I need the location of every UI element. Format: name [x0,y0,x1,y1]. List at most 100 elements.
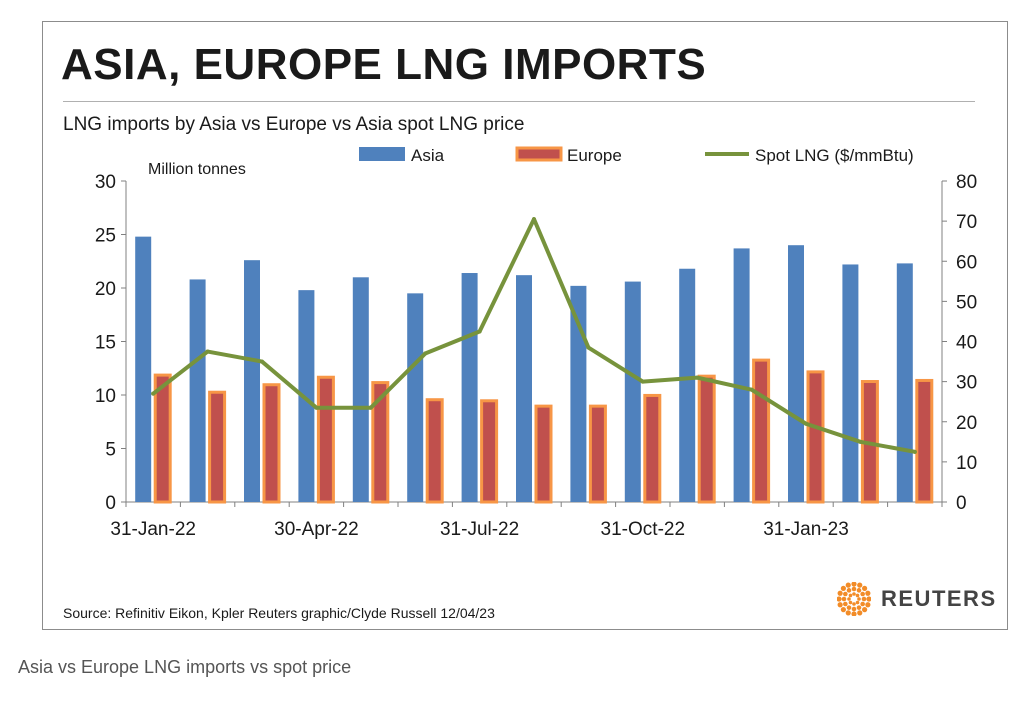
y-tick-label-right: 20 [956,413,977,434]
bar-asia [679,268,696,502]
point-spot-lng [586,345,591,350]
reuters-logo-icon [837,582,871,616]
bar-europe [480,399,499,504]
logo-dot [843,591,848,597]
bar-europe [806,370,825,504]
y-tick-label-left: 0 [105,493,116,514]
x-tick-label: 31-Jan-22 [110,519,196,540]
point-spot-lng [423,351,428,356]
logo-dot [846,605,852,610]
reuters-logo: REUTERS [837,582,997,616]
logo-dot [860,601,865,607]
legend-label-spot: Spot LNG ($/mmBtu) [755,146,914,165]
bar-asia [570,285,587,502]
logo-dot [851,606,857,612]
bar-asia [516,275,532,502]
y-tick-label-left: 20 [95,279,116,300]
logo-dot [840,585,846,591]
logo-dot [845,582,851,588]
legend-swatch-asia [359,147,405,161]
bar-asia [896,263,913,502]
y-tick-label-right: 40 [956,333,977,354]
bar-europe [208,390,227,504]
point-spot-lng [912,449,917,454]
point-spot-lng [477,329,482,334]
point-spot-lng [804,421,808,426]
logo-dot [846,588,852,593]
bar-asia [244,260,260,502]
image-caption: Asia vs Europe LNG imports vs spot price [18,657,352,677]
logo-dot [855,600,860,605]
y-tick-label-right: 80 [956,172,977,193]
point-spot-lng [151,391,156,396]
y-tick-label-left: 30 [95,172,116,193]
bar-asia [624,281,641,502]
bar-europe [425,398,444,504]
chart-title: ASIA, EUROPE LNG IMPORTS [61,40,707,89]
x-tick-label: 31-Oct-22 [601,519,685,540]
bar-europe [262,383,281,504]
y-tick-label-left: 25 [95,226,116,247]
chart-frame: ASIA, EUROPE LNG IMPORTS LNG imports by … [42,21,1008,630]
logo-dot [857,582,863,588]
logo-dot [848,600,853,605]
bar-asia [135,236,152,502]
x-tick-label: 31-Jul-22 [440,519,519,540]
bar-europe [153,373,172,504]
chart-plot: Asia Europe Spot LNG ($/mmBtu) Million t… [95,146,977,540]
bar-europe [588,404,607,504]
bar-asia [842,264,859,502]
bar-europe [643,393,662,504]
logo-dot [851,582,857,587]
brand-name: REUTERS [881,586,997,611]
point-spot-lng [260,359,264,364]
point-spot-lng [695,375,700,380]
logo-dot [862,607,868,613]
source-note: Source: Refinitiv Eikon, Kpler Reuters g… [63,605,495,621]
logo-dot [866,596,871,602]
x-tick-label: 30-Apr-22 [274,519,359,540]
y-tick-label-right: 0 [956,493,967,514]
x-tick-label: 31-Jan-23 [763,519,849,540]
logo-dot [851,586,857,592]
logo-dot [852,602,856,606]
logo-dot [837,596,842,602]
logo-dot [856,605,862,610]
logo-dot [855,593,860,598]
logo-dot [847,597,851,601]
chart-legend: Asia Europe Spot LNG ($/mmBtu) [359,146,914,165]
point-spot-lng [314,405,319,410]
logo-dot [837,602,843,608]
y-tick-label-right: 10 [956,453,977,474]
point-spot-lng [858,439,863,444]
bar-asia [407,293,424,502]
y-tick-label-left: 10 [95,386,116,407]
logo-dot [837,590,843,596]
logo-dot [857,610,863,616]
y-tick-label-left: 5 [105,440,116,461]
logo-dot [852,592,856,596]
y-tick-label-right: 30 [956,373,977,394]
logo-dot [851,611,857,616]
bar-asia [189,279,206,502]
point-spot-lng [532,217,536,222]
bar-europe [316,375,335,504]
y-tick-label-right: 70 [956,212,977,233]
y-tick-label-right: 50 [956,292,977,313]
logo-dot [845,610,851,616]
point-spot-lng [368,405,373,410]
legend-swatch-europe [515,146,563,162]
logo-dot [865,590,871,596]
point-spot-lng [640,379,645,384]
bar-europe [752,358,771,504]
logo-dot [848,593,853,598]
bar-europe [915,378,934,504]
logo-dot [860,591,865,597]
legend-label-asia: Asia [411,146,445,165]
logo-dot [841,596,847,602]
logo-dot [857,597,861,601]
logo-dot [856,588,862,593]
bar-asia [298,290,315,502]
logo-dot [865,602,871,608]
bar-asia [788,245,804,502]
